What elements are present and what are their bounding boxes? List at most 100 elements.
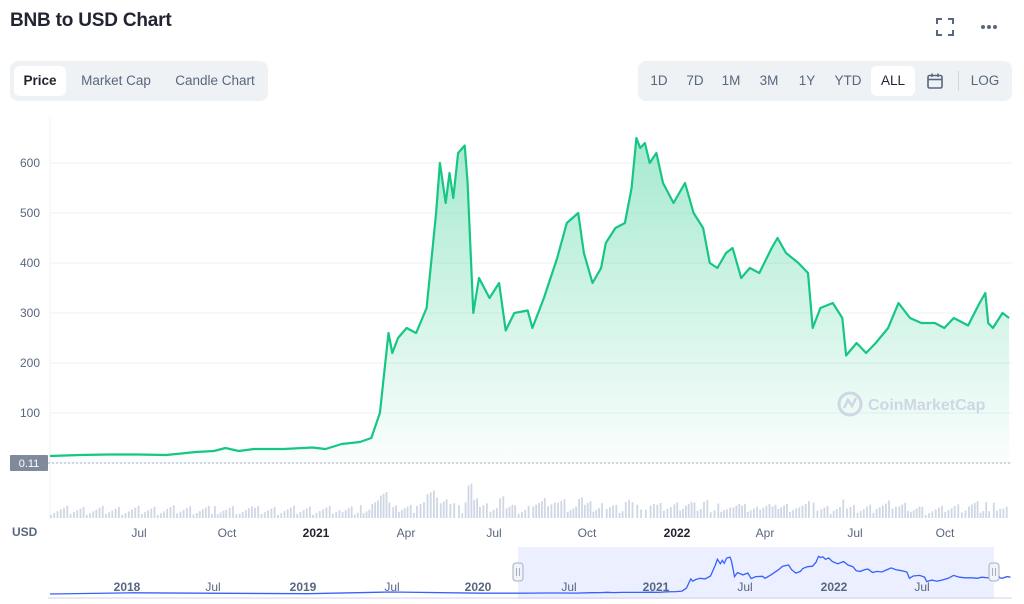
volume-bar [941, 505, 943, 518]
x-tick-label: Apr [756, 526, 775, 540]
volume-bar [286, 509, 289, 518]
volume-bar [560, 501, 563, 518]
volume-bar [878, 507, 881, 518]
volume-bar [624, 501, 627, 518]
navigator-left-handle[interactable] [512, 562, 524, 582]
volume-bar [753, 508, 755, 518]
volume-bar [898, 506, 901, 518]
volume-bar [783, 505, 785, 518]
volume-bar [445, 499, 448, 518]
navigator-tick-label: Jul [561, 580, 576, 594]
volume-bar [195, 513, 198, 518]
range-7d[interactable]: 7D [686, 73, 704, 88]
volume-bar [581, 497, 583, 518]
volume-bar [517, 513, 520, 518]
navigator-tick-label: Jul [914, 580, 929, 594]
volume-bar [792, 510, 794, 518]
volume-bar [586, 503, 589, 518]
volume-bar [762, 507, 765, 518]
volume-bar [499, 498, 501, 519]
volume-bar [347, 508, 350, 518]
tab-candle-chart[interactable]: Candle Chart [175, 73, 255, 88]
volume-bar [703, 501, 705, 518]
range-1m[interactable]: 1M [721, 73, 741, 88]
range-divider [958, 71, 959, 91]
volume-bar [353, 514, 356, 518]
volume-bar [685, 505, 687, 518]
volume-bar [859, 511, 862, 518]
volume-bar [856, 512, 859, 518]
volume-bar [207, 505, 210, 518]
volume-bar [921, 506, 924, 518]
volume-bar [398, 511, 400, 518]
volume-bar [726, 509, 728, 518]
navigator-right-handle[interactable] [988, 562, 1000, 582]
range-1d[interactable]: 1D [650, 73, 668, 88]
volume-bar [601, 503, 603, 518]
volume-bar [723, 509, 725, 518]
volume-bar [595, 509, 598, 518]
volume-bar [325, 507, 328, 518]
volume-bar [612, 505, 614, 518]
volume-bar [636, 504, 639, 518]
x-tick-label: 2021 [303, 526, 330, 540]
volume-bar [659, 503, 662, 518]
volume-bar [95, 509, 98, 518]
navigator[interactable]: 2018 Jul 2019 Jul 2020 Jul 2021 Jul 2022 Jul [48, 547, 1012, 599]
volume-bar [232, 506, 234, 518]
fullscreen-icon[interactable] [934, 16, 956, 38]
volume-bar [85, 514, 88, 518]
volume-bar [147, 510, 149, 518]
chart-type-tabs: Price Market Cap Candle Chart [10, 61, 268, 101]
tab-market-cap[interactable]: Market Cap [81, 73, 151, 88]
volume-bar [121, 515, 124, 518]
range-3m[interactable]: 3M [759, 73, 779, 88]
volume-bar [322, 509, 324, 518]
range-1y[interactable]: 1Y [798, 73, 816, 88]
volume-bar [280, 513, 283, 518]
volume-bar [649, 505, 652, 518]
volume-bar [73, 512, 75, 518]
volume-bar [356, 512, 359, 518]
x-tick-label: Apr [397, 526, 416, 540]
volume-bar [204, 507, 207, 518]
volume-bar [53, 513, 56, 518]
range-all[interactable]: ALL [871, 66, 915, 96]
volume-bar [56, 511, 59, 518]
tab-price[interactable]: Price [14, 66, 66, 96]
volume-bar [777, 509, 780, 518]
volume-bar [832, 510, 835, 518]
navigator-tick-label: 2018 [114, 580, 141, 594]
volume-bar [350, 506, 353, 518]
volume-bar [765, 505, 768, 518]
volume-bar [371, 504, 374, 518]
volume-bar [338, 510, 341, 518]
volume-bar [433, 490, 435, 518]
volume-bar [254, 507, 256, 518]
volume-bar [486, 503, 488, 518]
volume-bar [1005, 506, 1008, 518]
volume-bar [699, 509, 702, 518]
volume-bar [192, 514, 195, 518]
volume-bar [50, 514, 52, 518]
volume-bar [416, 505, 418, 518]
volume-bar [335, 512, 338, 518]
volume-bar [888, 500, 890, 518]
range-ytd[interactable]: YTD [834, 73, 862, 88]
price-area [50, 138, 1010, 463]
volume-bar [368, 509, 371, 518]
more-icon[interactable] [978, 16, 1000, 38]
volume-bar [1002, 508, 1005, 518]
volume-bar [729, 507, 732, 518]
volume-bar [108, 512, 110, 518]
volume-bar [950, 508, 953, 518]
volume-bar [296, 513, 299, 518]
log-toggle[interactable]: LOG [970, 73, 1000, 88]
navigator-tick-label: Jul [737, 580, 752, 594]
current-low-label: 0.11 [19, 458, 40, 470]
volume-bar [111, 510, 114, 518]
volume-bar [312, 514, 314, 518]
calendar-icon[interactable] [926, 72, 944, 90]
volume-bar [563, 499, 566, 518]
y-tick-label: 200 [20, 356, 40, 370]
